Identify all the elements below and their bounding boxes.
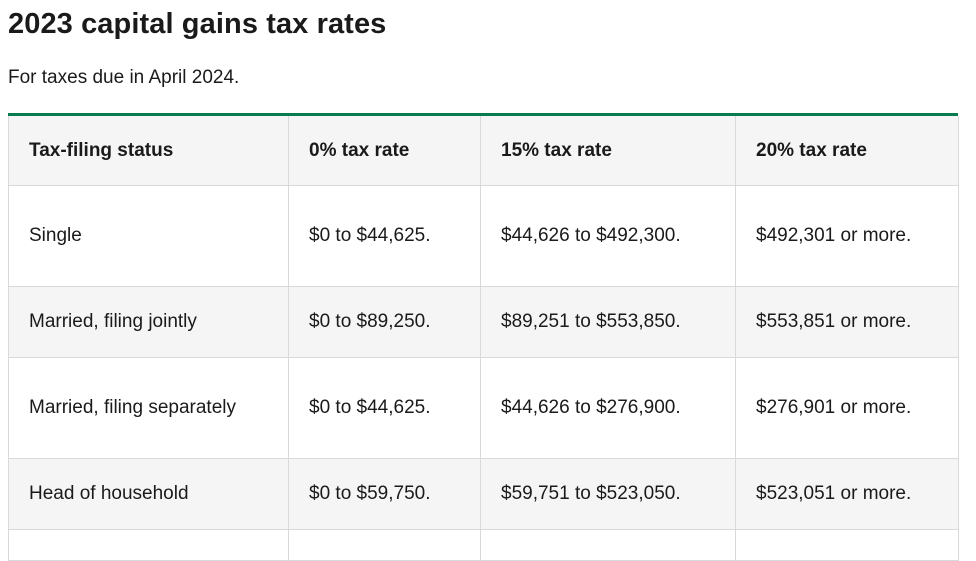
table-row: Single $0 to $44,625. $44,626 to $492,30… — [8, 185, 959, 287]
table-row: Married, filing jointly $0 to $89,250. $… — [8, 286, 959, 358]
rate-15-cell: $44,626 to $492,300. — [480, 185, 736, 287]
rate-20-cell: $553,851 or more. — [735, 286, 959, 358]
header-filing-status: Tax-filing status — [8, 116, 289, 186]
rate-15-cell: $59,751 to $523,050. — [480, 458, 736, 530]
filing-status-cell: Married, filing separately — [8, 357, 289, 459]
table-row: Head of household $0 to $59,750. $59,751… — [8, 458, 959, 530]
filing-status-cell: Married, filing jointly — [8, 286, 289, 358]
table-row: Married, filing separately $0 to $44,625… — [8, 357, 959, 459]
table-header-row: Tax-filing status 0% tax rate 15% tax ra… — [8, 116, 959, 186]
rate-0-cell: $0 to $89,250. — [288, 286, 481, 358]
filing-status-cell: Single — [8, 185, 289, 287]
rate-20-cell: $276,901 or more. — [735, 357, 959, 459]
rate-15-cell: $44,626 to $276,900. — [480, 357, 736, 459]
rate-20-cell: $492,301 or more. — [735, 185, 959, 287]
header-15-percent-rate: 15% tax rate — [480, 116, 736, 186]
rate-15-cell: $89,251 to $553,850. — [480, 286, 736, 358]
rate-0-cell: $0 to $44,625. — [288, 185, 481, 287]
tax-rates-table-container: Tax-filing status 0% tax rate 15% tax ra… — [8, 113, 959, 561]
tax-rates-table: Tax-filing status 0% tax rate 15% tax ra… — [8, 116, 959, 561]
rate-20-cell: $523,051 or more. — [735, 458, 959, 530]
page-title: 2023 capital gains tax rates — [8, 8, 387, 40]
filing-status-cell: Head of household — [8, 458, 289, 530]
rate-0-cell: $0 to $44,625. — [288, 357, 481, 459]
rate-0-cell: $0 to $59,750. — [288, 458, 481, 530]
header-0-percent-rate: 0% tax rate — [288, 116, 481, 186]
header-20-percent-rate: 20% tax rate — [735, 116, 959, 186]
page-subtitle: For taxes due in April 2024. — [8, 67, 240, 88]
